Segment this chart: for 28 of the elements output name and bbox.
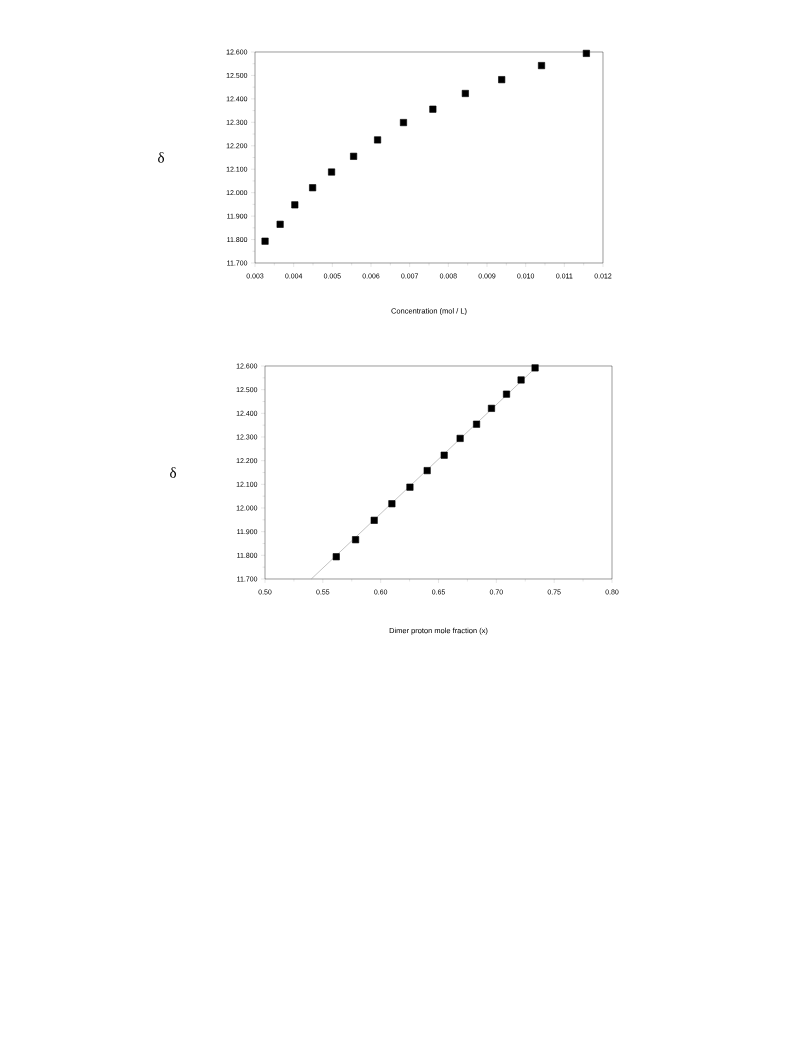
- point: [423, 467, 431, 475]
- point: [261, 237, 269, 245]
- point: [503, 390, 511, 398]
- point: [440, 451, 448, 459]
- point: [399, 119, 407, 127]
- point: [406, 483, 414, 491]
- point: [517, 376, 525, 384]
- point: [429, 105, 437, 113]
- point: [498, 76, 506, 84]
- point: [538, 62, 546, 70]
- point: [309, 184, 317, 192]
- y-axis-title: δ: [170, 467, 177, 478]
- point: [291, 201, 299, 209]
- point: [332, 553, 340, 561]
- point: [370, 516, 378, 524]
- point: [328, 168, 336, 176]
- y-axis-title: δ: [158, 152, 165, 163]
- point: [374, 136, 382, 144]
- point: [388, 500, 396, 508]
- point: [473, 420, 481, 428]
- point: [276, 220, 284, 228]
- point: [531, 364, 539, 372]
- point: [582, 49, 590, 57]
- point: [456, 434, 464, 442]
- point: [352, 536, 360, 544]
- point: [487, 404, 495, 412]
- point: [461, 89, 469, 97]
- point: [350, 152, 358, 160]
